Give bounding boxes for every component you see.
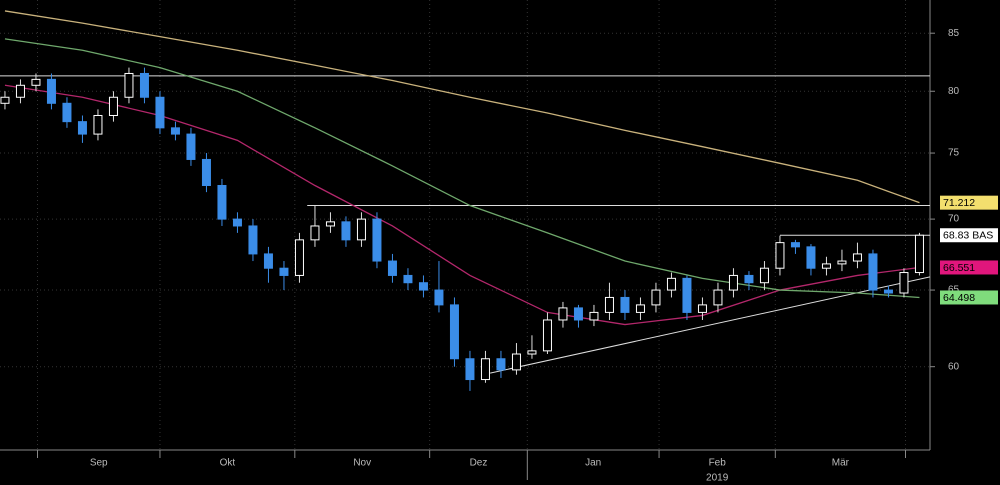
value-label-box [940,195,998,210]
candle-body [713,289,723,306]
y-tick-label: 75 [948,148,960,159]
candle-body [62,102,72,123]
candle-body [868,253,878,291]
value-label-box [940,290,998,305]
candle-body [697,304,707,313]
candle-body [434,289,444,306]
candle-body [325,221,335,227]
candle-body [682,277,692,313]
candle-body [248,225,258,255]
candle-body [387,260,397,276]
candle-body [294,239,304,276]
candle-body [480,358,490,381]
candle-body [806,246,816,269]
candle-body [899,272,909,294]
candle-body [775,242,785,269]
candle-body [15,84,25,98]
value-label: 68.83 BAS [943,230,993,242]
x-tick-label: Jan [585,458,601,469]
candle-body [620,296,630,313]
candle-body [666,277,676,291]
candle-body [651,289,661,306]
candle-body [604,296,614,313]
candle-body [914,234,924,274]
candle-body [790,242,800,248]
candle-body [279,267,289,276]
candle-body [263,253,273,269]
candle-body [589,311,599,321]
x-tick-label: Okt [220,458,236,469]
candle-body [232,218,242,227]
candle-body [821,263,831,269]
candle-body [573,307,583,321]
candle-body [465,358,475,381]
candle-body [496,358,506,371]
y-tick-label: 80 [948,86,960,97]
value-label: 64.498 [943,292,975,304]
x-tick-label: Nov [353,458,371,469]
value-label: 66.551 [943,262,975,274]
candle-body [837,260,847,265]
y-tick-label: 65 [948,285,960,296]
y-tick-label: 60 [948,361,960,372]
candle-body [310,225,320,241]
candle-body [852,253,862,262]
candle-body [217,185,227,220]
x-tick-label: Dez [470,458,488,469]
candle-body [558,307,568,321]
value-label-box [940,228,998,243]
value-label: 71.212 [943,197,975,209]
candle-body [542,319,552,352]
candle-body [341,221,351,241]
candle-body [372,218,382,262]
candle-body [759,267,769,284]
candle-body [108,96,118,116]
x-tick-label: Sep [90,458,108,469]
moving-average [4,38,920,299]
y-tick-label: 70 [948,214,960,225]
candle-body [77,121,87,135]
year-label: 2019 [706,473,729,484]
candle-body [186,133,196,160]
value-label-box [940,260,998,275]
candle-body [403,274,413,284]
candle-body [728,274,738,291]
candle-body [46,78,56,104]
candle-body [883,289,893,294]
candle-body [31,78,41,86]
candle-body [511,353,521,371]
x-tick-label: Feb [709,458,727,469]
moving-average [4,10,920,204]
candle-body [356,218,366,241]
candle-body [0,96,10,104]
candle-body [527,350,537,355]
candle-body [93,114,103,135]
candle-body [635,304,645,313]
candle-body [744,274,754,284]
x-tick-label: Mär [832,458,850,469]
candle-body [418,282,428,291]
candle-body [139,72,149,98]
candle-body [155,96,165,129]
candle-body [124,72,134,98]
candle-body [201,158,211,187]
y-tick-label: 85 [948,28,960,39]
candle-body [449,304,459,360]
candle-body [170,127,180,135]
